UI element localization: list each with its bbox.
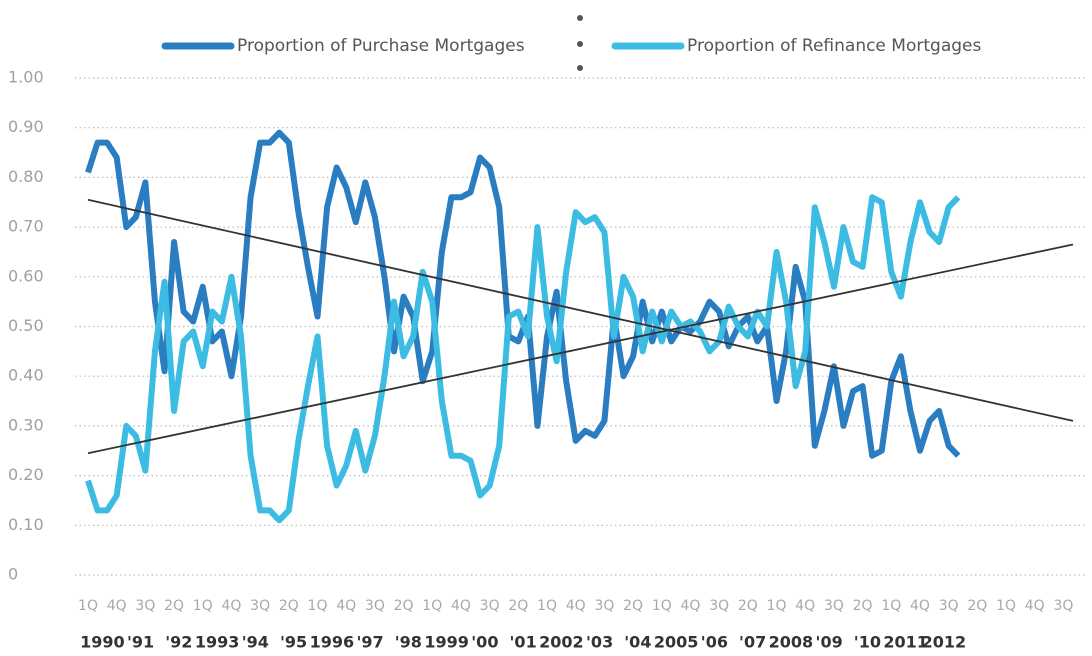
x-tick-label: 3Q [135,598,155,614]
y-tick-label: 0.90 [8,117,44,136]
year-label: '92 [165,633,192,652]
year-label: '07 [739,633,766,652]
x-tick-label: 3Q [709,598,729,614]
trend-line [87,243,1074,455]
x-tick-label: 4Q [795,598,815,614]
x-tick-label: 4Q [336,598,356,614]
x-tick-label: 1Q [78,598,98,614]
year-label: 2012 [922,633,967,652]
x-tick-label: 4Q [566,598,586,614]
x-tick-label: 2Q [279,598,299,614]
x-tick-label: 4Q [910,598,930,614]
x-tick-label: 1Q [308,598,328,614]
x-tick-label: 1Q [881,598,901,614]
x-tick-label: 1Q [422,598,442,614]
y-tick-label: 0.10 [8,515,44,534]
x-tick-label: 2Q [967,598,987,614]
x-tick-label: 3Q [824,598,844,614]
year-label: 1990 [80,633,125,652]
year-label: '95 [280,633,307,652]
x-tick-label: 4Q [107,598,127,614]
year-label: 2002 [539,633,584,652]
x-tick-label: 4Q [1025,598,1045,614]
x-tick-label: 1Q [996,598,1016,614]
x-tick-label: 1Q [537,598,557,614]
x-tick-label: 2Q [394,598,414,614]
year-label: 1999 [424,633,469,652]
x-tick-label: 3Q [939,598,959,614]
year-label: '06 [701,633,728,652]
year-label: 2011 [883,633,928,652]
x-tick-label: 1Q [193,598,213,614]
x-tick-label: 4Q [451,598,471,614]
x-tick-label: 4Q [221,598,241,614]
x-tick-label: 1Q [652,598,672,614]
y-tick-label: 0.40 [8,366,44,385]
x-tick-label: 3Q [250,598,270,614]
x-tick-label: 2Q [738,598,758,614]
year-label: '09 [816,633,843,652]
year-label: 1996 [310,633,355,652]
x-tick-label: 2Q [508,598,528,614]
year-label: '00 [471,633,498,652]
year-label: 2008 [769,633,814,652]
separator-dot [577,15,583,21]
separator-dot [577,65,583,71]
x-tick-label: 3Q [480,598,500,614]
year-label: '98 [395,633,422,652]
y-tick-label: 0.50 [8,316,44,335]
year-label: 2005 [654,633,699,652]
y-tick-label: 0.60 [8,266,44,285]
year-label: '94 [242,633,269,652]
series-line [85,194,961,524]
x-tick-label: 2Q [853,598,873,614]
year-label: '10 [854,633,881,652]
separator-dot [577,41,583,47]
y-tick-label: 0 [8,565,18,584]
year-label: '91 [127,633,154,652]
x-tick-label: 3Q [594,598,614,614]
legend-label: Proportion of Refinance Mortgages [687,36,981,56]
x-tick-label: 3Q [365,598,385,614]
year-label: 1993 [195,633,240,652]
y-tick-label: 0.80 [8,167,44,186]
y-tick-label: 1.00 [8,68,44,87]
year-label: '01 [510,633,537,652]
y-tick-label: 0.30 [8,415,44,434]
trend-line [87,198,1074,422]
x-tick-label: 1Q [767,598,787,614]
x-tick-label: 4Q [681,598,701,614]
x-tick-label: 3Q [1053,598,1073,614]
x-tick-label: 2Q [623,598,643,614]
y-tick-label: 0.20 [8,465,44,484]
year-label: '04 [624,633,651,652]
legend-label: Proportion of Purchase Mortgages [237,36,525,56]
year-label: '97 [357,633,384,652]
y-tick-label: 0.70 [8,217,44,236]
year-label: '03 [586,633,613,652]
x-tick-label: 2Q [164,598,184,614]
series-line [85,129,961,459]
